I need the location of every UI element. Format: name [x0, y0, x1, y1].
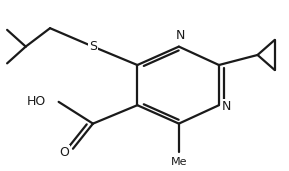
Text: Me: Me: [171, 157, 187, 167]
Text: O: O: [60, 146, 69, 159]
Text: N: N: [222, 100, 231, 113]
Text: S: S: [89, 40, 97, 53]
Text: HO: HO: [27, 95, 46, 108]
Text: N: N: [176, 29, 185, 42]
